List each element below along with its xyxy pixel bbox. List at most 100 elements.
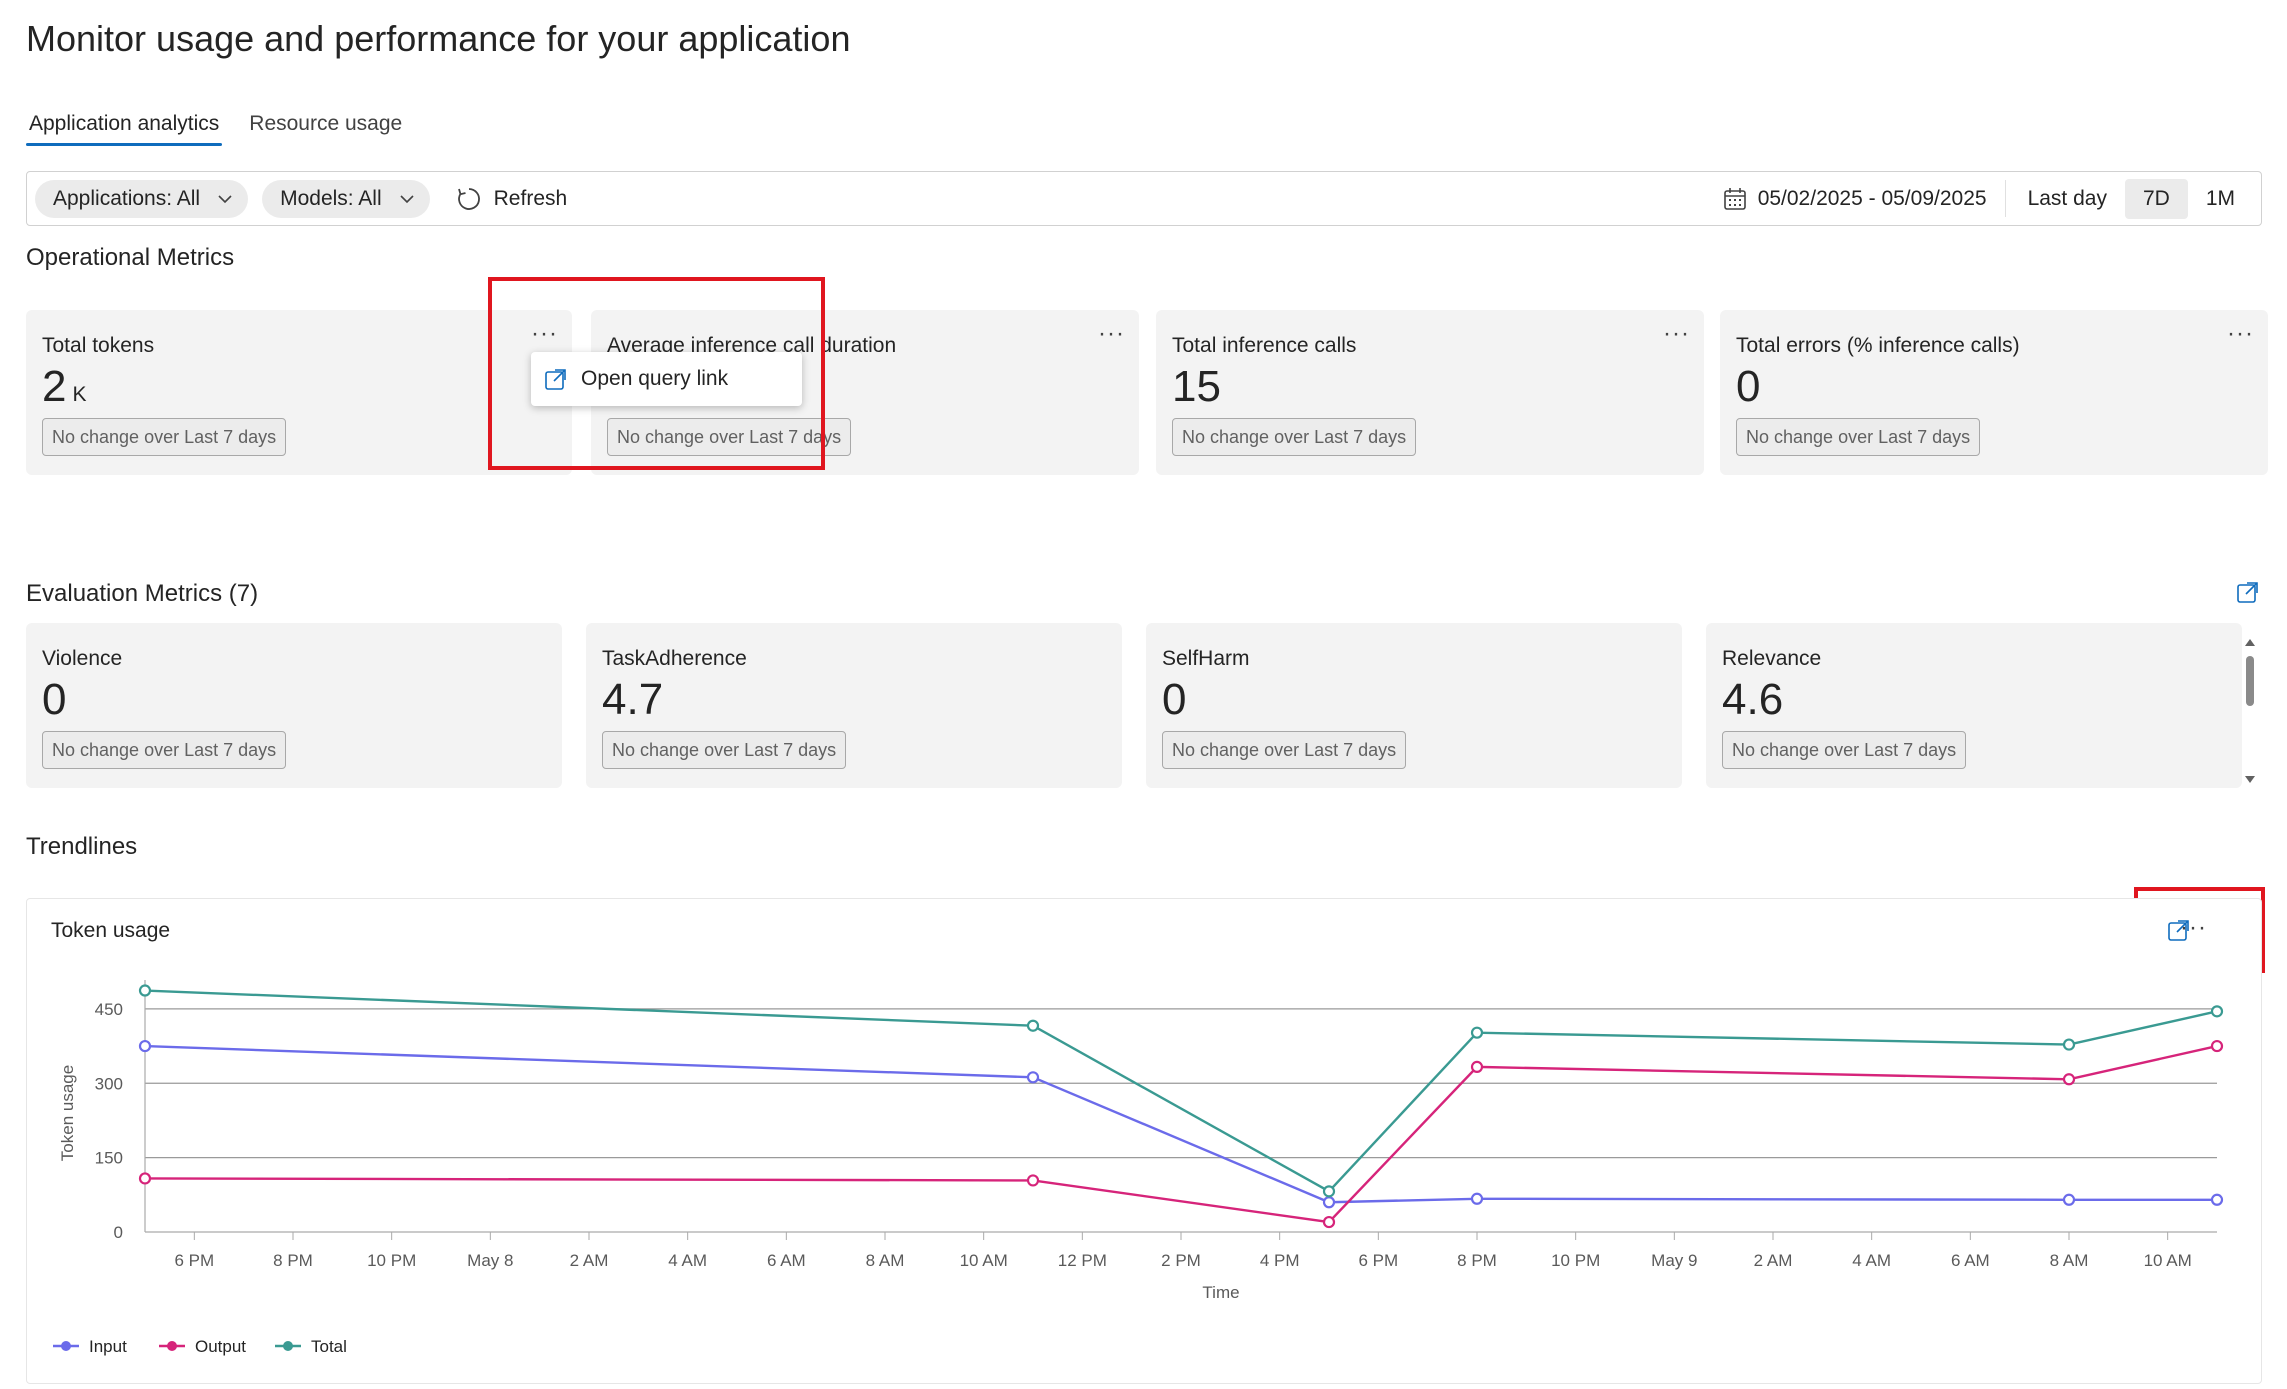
y-axis-label: Token usage — [58, 1065, 77, 1161]
chevron-down-icon — [218, 194, 232, 203]
metric-value: 0 — [42, 675, 67, 724]
data-point-input — [1322, 1196, 1336, 1209]
tab-application-analytics[interactable]: Application analytics — [26, 108, 223, 146]
popout-icon — [545, 369, 566, 390]
legend-marker — [167, 1341, 177, 1351]
series-line-output — [144, 1044, 2218, 1224]
x-tick-label: 10 PM — [1551, 1251, 1600, 1270]
data-point-output — [1026, 1174, 1040, 1187]
data-point-total — [2062, 1038, 2076, 1051]
data-point-total — [1470, 1026, 1484, 1039]
legend-label: Output — [195, 1337, 246, 1356]
date-range-text: 05/02/2025 - 05/09/2025 — [1757, 186, 1987, 210]
data-point-input — [1026, 1071, 1040, 1084]
range-last-day-button[interactable]: Last day — [2027, 186, 2107, 210]
data-point-output — [1470, 1060, 1484, 1073]
metric-value: 4.6 — [1722, 675, 1784, 724]
metric-unit: K — [72, 383, 87, 406]
x-tick-label: 10 PM — [367, 1251, 416, 1270]
x-tick-label: 12 PM — [1058, 1251, 1107, 1270]
status-badge: No change over Last 7 days — [1722, 731, 1967, 769]
data-point-total — [2210, 1005, 2224, 1018]
eval-card-task-adherence: TaskAdherence 4.7 No change over Last 7 … — [586, 623, 1122, 788]
more-icon[interactable]: ··· — [1663, 320, 1690, 347]
page-title: Monitor usage and performance for your a… — [26, 18, 851, 59]
status-badge: No change over Last 7 days — [1172, 418, 1417, 456]
more-icon[interactable]: ··· — [2227, 320, 2254, 347]
x-tick-label: 4 AM — [1852, 1251, 1891, 1270]
chevron-down-icon — [400, 194, 414, 203]
applications-filter-dropdown[interactable]: Applications: All — [35, 179, 249, 218]
metric-value: 4.7 — [602, 675, 664, 724]
status-badge: No change over Last 7 days — [1736, 418, 1981, 456]
more-icon[interactable]: ··· — [1098, 320, 1125, 347]
popout-icon[interactable] — [2167, 918, 2191, 942]
tab-resource-usage[interactable]: Resource usage — [249, 112, 403, 135]
x-tick-label: 4 PM — [1260, 1251, 1300, 1270]
refresh-button[interactable]: Refresh — [456, 186, 568, 212]
metric-label: Total errors (% inference calls) — [1736, 334, 2020, 357]
y-tick-label: 0 — [114, 1223, 123, 1242]
series-line-total — [144, 989, 2218, 1193]
x-tick-label: 2 PM — [1161, 1251, 1201, 1270]
eval-card-relevance: Relevance 4.6 No change over Last 7 days — [1706, 623, 2242, 788]
y-tick-label: 300 — [95, 1074, 123, 1093]
range-7d-button[interactable]: 7D — [2124, 178, 2188, 219]
eval-card-violence: Violence 0 No change over Last 7 days — [26, 623, 562, 788]
data-point-output — [138, 1172, 152, 1185]
status-badge: No change over Last 7 days — [42, 731, 287, 769]
data-point-total — [1322, 1185, 1336, 1198]
x-axis-label: Time — [1202, 1283, 1239, 1302]
open-query-link-menu-item[interactable]: Open query link — [531, 352, 802, 406]
data-point-total — [1026, 1019, 1040, 1032]
evaluation-metrics-title: Evaluation Metrics (7) — [26, 580, 259, 607]
trendlines-title: Trendlines — [26, 833, 138, 860]
applications-filter-label: Applications: All — [53, 186, 201, 210]
refresh-label: Refresh — [493, 186, 568, 210]
data-point-output — [1322, 1215, 1336, 1229]
token-usage-chart: 0 150 300 450 6 PM 8 PM 10 PM May 8 2 AM 4 AM 6 AM… — [53, 980, 2224, 1356]
highlight-box-menu — [488, 277, 825, 470]
metric-label: Violence — [42, 647, 123, 670]
eval-card-self-harm: SelfHarm 0 No change over Last 7 days — [1146, 623, 1682, 788]
status-badge: No change over Last 7 days — [607, 418, 852, 456]
eval-scrollbar[interactable] — [2243, 634, 2257, 788]
metric-value: 0 — [1162, 675, 1187, 724]
data-point-total — [138, 984, 152, 997]
x-tick-label: 8 PM — [273, 1251, 313, 1270]
tab-bar: Application analytics Resource usage — [26, 108, 405, 146]
more-icon[interactable]: ··· — [531, 320, 558, 347]
legend-marker — [61, 1341, 71, 1351]
y-tick-label: 450 — [95, 1000, 123, 1019]
data-point-input — [2062, 1193, 2076, 1206]
x-tick-label: 10 AM — [2144, 1251, 2192, 1270]
popout-icon[interactable] — [2236, 580, 2260, 604]
metric-card-total-inference-calls: Total inference calls 15 No change over … — [1156, 310, 1704, 475]
models-filter-dropdown[interactable]: Models: All — [262, 179, 430, 218]
series-line-input — [144, 1044, 2217, 1204]
x-tick-label: 6 AM — [1951, 1251, 1990, 1270]
x-tick-label: 2 AM — [1754, 1251, 1793, 1270]
range-1m-button[interactable]: 1M — [2205, 186, 2235, 210]
legend-marker — [283, 1341, 293, 1351]
calendar-icon — [1723, 187, 1746, 210]
x-tick-label: May 9 — [1651, 1251, 1697, 1270]
filter-toolbar: Applications: All Models: All Refresh 05… — [26, 171, 2262, 226]
date-range-controls: 05/02/2025 - 05/09/2025 Last day 7D 1M — [1722, 172, 2253, 225]
models-filter-label: Models: All — [280, 186, 382, 210]
token-usage-chart-card: Token usage 0 150 300 450 6 PM 8 PM 10 PM May 8… — [26, 898, 2262, 1384]
metric-label: Total inference calls — [1172, 334, 1357, 357]
data-point-output — [2062, 1073, 2076, 1086]
metric-label: SelfHarm — [1162, 647, 1250, 670]
legend-label: Input — [89, 1337, 127, 1356]
menu-item-label: Open query link — [581, 367, 729, 390]
operational-metrics-title: Operational Metrics — [26, 244, 235, 271]
more-icon[interactable]: ··· — [2180, 914, 2207, 941]
status-badge: No change over Last 7 days — [1162, 731, 1407, 769]
x-tick-label: 2 AM — [570, 1251, 609, 1270]
x-tick-label: 8 AM — [866, 1251, 905, 1270]
metric-label: TaskAdherence — [602, 647, 747, 670]
date-range-picker[interactable]: 05/02/2025 - 05/09/2025 — [1722, 179, 2006, 218]
x-tick-label: 6 AM — [767, 1251, 806, 1270]
